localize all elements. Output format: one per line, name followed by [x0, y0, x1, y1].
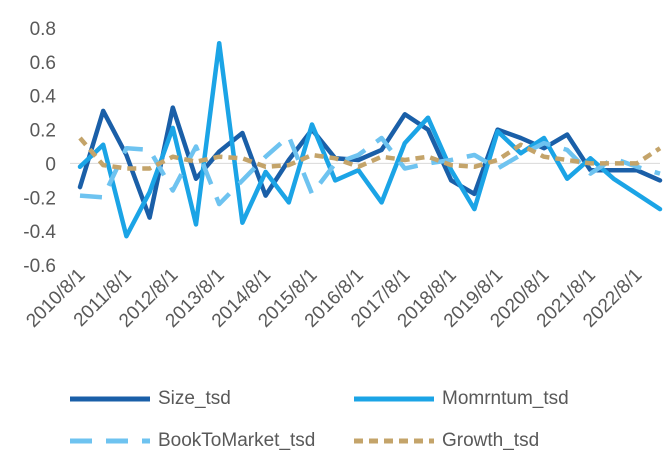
legend-item-size: Size_tsd — [70, 384, 231, 414]
legend: Size_tsd Momrntum_tsd BookToMarket_tsd G… — [0, 372, 672, 462]
y-tick-label: 0.6 — [30, 53, 56, 74]
y-tick-label: -0.6 — [23, 256, 56, 277]
y-tick-label: -0.4 — [23, 222, 56, 243]
y-tick-label: 0.8 — [30, 19, 56, 40]
series-line-growth_tsd — [78, 136, 662, 171]
legend-swatch-momentum — [354, 396, 434, 402]
series-line-momrntum_tsd — [77, 40, 663, 239]
y-tick-label: 0.4 — [30, 87, 57, 108]
y-axis: 0.8 0.6 0.4 0.2 0 -0.2 -0.4 -0.6 — [23, 19, 56, 277]
x-axis: 2010/8/12011/8/12012/8/12013/8/12014/8/1… — [22, 265, 646, 332]
legend-label-growth: Growth_tsd — [442, 430, 540, 451]
legend-item-momentum: Momrntum_tsd — [354, 384, 569, 414]
series-line-size_tsd — [77, 105, 663, 220]
y-tick-label: 0.2 — [30, 121, 56, 142]
y-tick-label: -0.2 — [23, 188, 56, 209]
y-tick-label: 0 — [45, 154, 56, 175]
legend-swatch-growth — [354, 438, 434, 444]
legend-label-momentum: Momrntum_tsd — [442, 388, 569, 409]
legend-item-booktomarket: BookToMarket_tsd — [70, 426, 315, 456]
series-line-booktomarket_tsd — [79, 134, 661, 207]
legend-item-growth: Growth_tsd — [354, 426, 539, 456]
legend-label-booktomarket: BookToMarket_tsd — [158, 430, 316, 451]
line-chart: 0.8 0.6 0.4 0.2 0 -0.2 -0.4 -0.6 2010/8/12011/8… — [22, 19, 663, 332]
legend-label-size: Size_tsd — [158, 388, 231, 409]
series-layer — [77, 40, 663, 239]
legend-swatch-booktomarket — [70, 438, 150, 444]
legend-swatch-size — [70, 396, 150, 402]
